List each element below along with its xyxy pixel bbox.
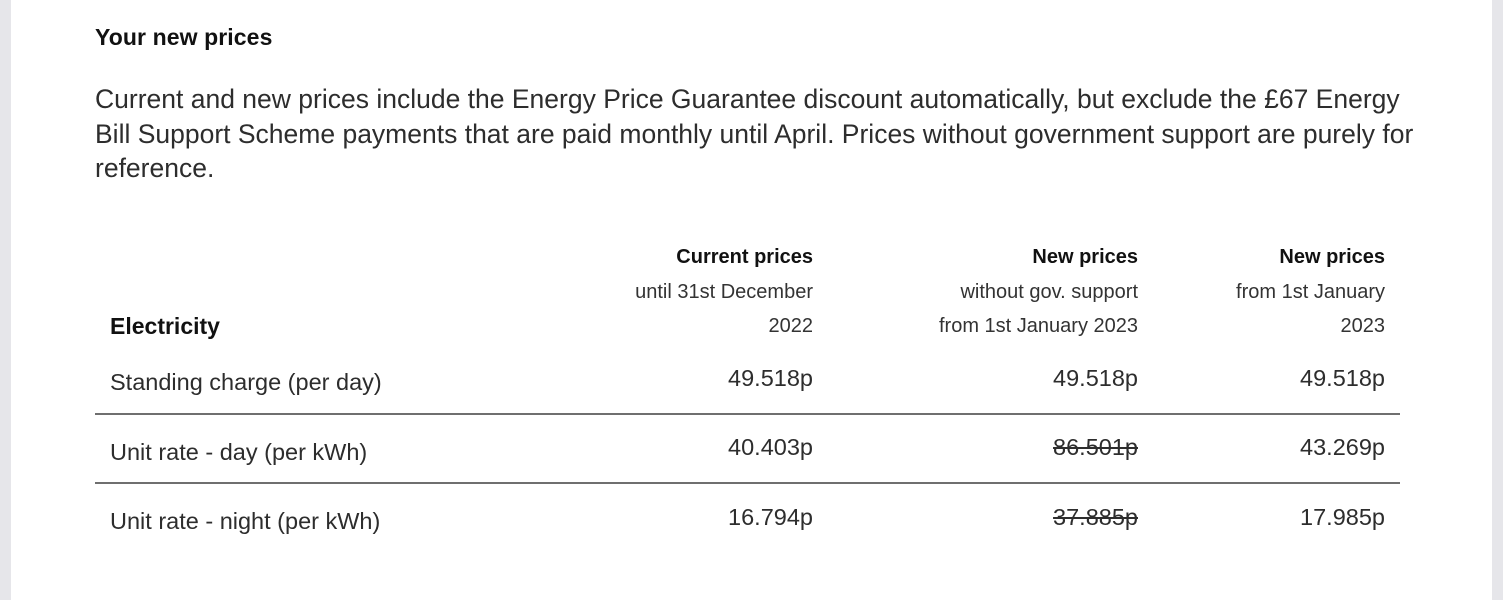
column-title: New prices	[1032, 246, 1138, 268]
section-label-electricity: Electricity	[110, 313, 220, 339]
column-header-current: Current prices until 31st December 2022	[531, 240, 813, 344]
column-title: New prices	[1279, 246, 1385, 268]
row-divider	[95, 482, 1400, 484]
column-subtitle: without gov. support	[960, 280, 1138, 303]
row-label: Unit rate - night (per kWh)	[110, 508, 381, 534]
column-header-new: New prices from 1st January 2023	[1161, 240, 1385, 344]
intro-paragraph: Current and new prices include the Energ…	[95, 84, 1414, 183]
no-support-price-cell-struck: 37.885p	[1053, 504, 1138, 530]
current-price-cell: 49.518p	[728, 365, 813, 391]
current-price-cell: 16.794p	[728, 504, 813, 530]
column-header-no-support: New prices without gov. support from 1st…	[857, 240, 1138, 344]
column-subtitle: from 1st January 2023	[939, 315, 1138, 337]
column-subtitle: from 1st January	[1236, 280, 1385, 303]
document-page: Your new prices Current and new prices i…	[11, 0, 1492, 600]
column-title: Current prices	[676, 246, 813, 268]
row-label: Standing charge (per day)	[110, 369, 382, 395]
column-subtitle: 2022	[768, 315, 814, 337]
no-support-price-cell-struck: 86.501p	[1053, 434, 1138, 460]
row-label: Unit rate - day (per kWh)	[110, 439, 368, 465]
no-support-price-cell: 49.518p	[1053, 365, 1138, 391]
new-price-cell: 43.269p	[1300, 434, 1385, 460]
column-subtitle: until 31st December	[635, 280, 813, 303]
row-divider	[95, 413, 1400, 415]
new-price-cell: 49.518p	[1300, 365, 1385, 391]
new-price-cell: 17.985p	[1300, 504, 1385, 530]
column-subtitle: 2023	[1340, 315, 1386, 337]
current-price-cell: 40.403p	[728, 434, 813, 460]
section-heading: Your new prices	[95, 24, 273, 50]
